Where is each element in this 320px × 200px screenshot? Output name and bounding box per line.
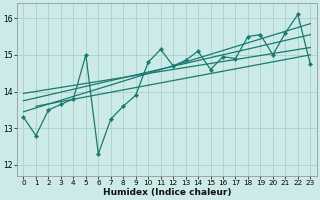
X-axis label: Humidex (Indice chaleur): Humidex (Indice chaleur) [103, 188, 231, 197]
